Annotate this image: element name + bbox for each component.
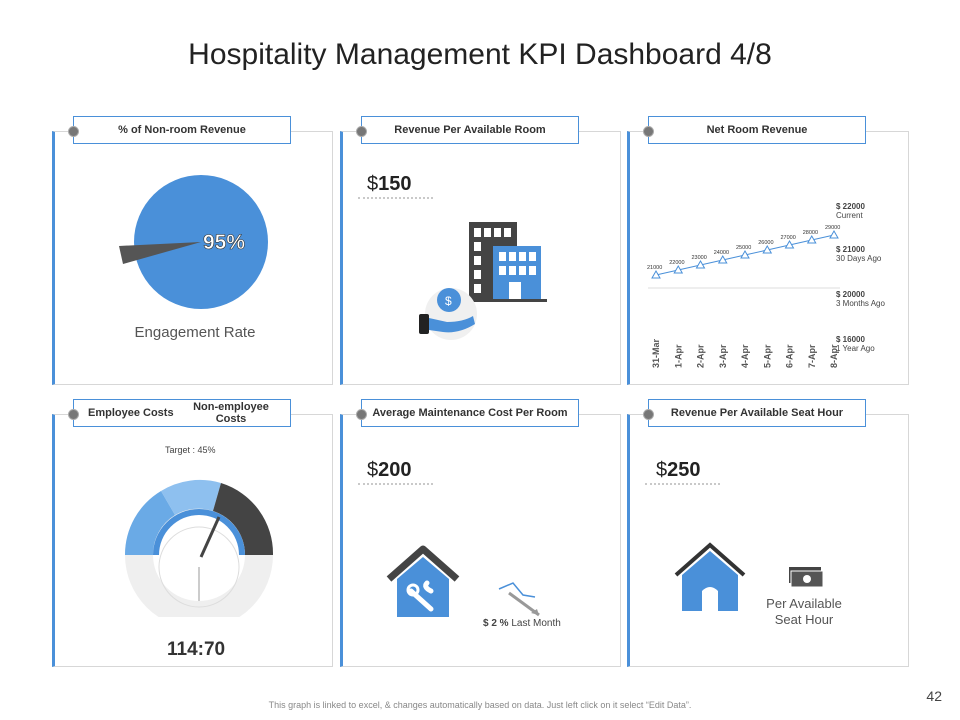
header-dot-icon (68, 409, 79, 420)
x-tick-label: 8-Apr (829, 344, 839, 368)
header-label: Net Room Revenue (706, 124, 808, 136)
x-tick-label: 4-Apr (740, 344, 750, 368)
legend-item: $ 21000 30 Days Ago (836, 245, 882, 263)
data-point (673, 264, 684, 274)
house-icon (674, 542, 746, 611)
data-point (651, 269, 661, 279)
house-wrench-icon (386, 545, 460, 617)
x-tick-label: 31-Mar (651, 338, 661, 368)
trend-line-icon (498, 582, 540, 617)
data-label: 23000 (692, 255, 707, 261)
value-underline (358, 483, 433, 485)
header-label: Average Maintenance Cost Per Room (372, 407, 568, 419)
header-label: Revenue Per Available Room (394, 124, 546, 136)
employee-costs-label: Employee Costs (88, 407, 174, 419)
header-label: Revenue Per Available Seat Hour (670, 407, 844, 419)
data-point (695, 259, 706, 269)
revpar-value: $150 (367, 173, 412, 195)
pie-percent-label: 95% (203, 231, 245, 254)
net-room-line-chart: 21000 31-Mar 22000 1-Apr 23000 2-Apr 24000 3-Ap… (647, 225, 840, 368)
panel-maintenance-cost: Average Maintenance Cost Per Room $200 $… (340, 399, 621, 667)
header-label: % of Non-room Revenue (118, 124, 246, 136)
maintenance-change: $ 2 % Last Month (483, 618, 561, 629)
panel-header: % of Non-room Revenue (68, 116, 291, 144)
x-tick-label: 3-Apr (718, 344, 728, 368)
data-label: 25000 (736, 245, 751, 251)
engagement-rate-label: Engagement Rate (134, 324, 256, 341)
header-dot-icon (643, 126, 654, 137)
header-dot-icon (356, 409, 367, 420)
data-point (740, 249, 750, 259)
target-label: Target : 45% (165, 445, 216, 455)
data-label: 29000 (825, 225, 840, 231)
panel-employee-costs: Employee Costs Non-employee Costs Target… (52, 399, 333, 667)
non-employee-costs-label: Non-employee Costs (193, 401, 269, 425)
x-tick-label: 2-Apr (696, 344, 706, 368)
panel-header: Revenue Per Available Room (356, 116, 579, 144)
data-label: 22000 (669, 260, 684, 266)
x-tick-label: 6-Apr (785, 344, 795, 368)
x-tick-label: 5-Apr (762, 344, 772, 368)
maintenance-value: $200 (367, 459, 412, 481)
data-label: 21000 (647, 265, 662, 271)
panel-non-room-revenue: % of Non-room Revenue 95% Engagement Rat… (52, 116, 333, 385)
data-point (806, 234, 817, 244)
data-label: 27000 (781, 235, 796, 241)
x-tick-label: 7-Apr (807, 344, 817, 368)
header-dot-icon (643, 409, 654, 420)
data-point (717, 254, 728, 264)
page-number: 42 (926, 688, 942, 704)
data-point (784, 239, 795, 249)
pie-chart: 95% (119, 175, 268, 309)
data-point (829, 229, 839, 239)
gauge-chart (124, 479, 274, 617)
data-label: 24000 (714, 250, 729, 256)
svg-text:$: $ (445, 294, 452, 308)
value-underline (645, 483, 720, 485)
ratio-value: 114:70 (167, 639, 226, 660)
data-point (762, 244, 773, 254)
panel-header: Revenue Per Available Seat Hour (643, 399, 866, 427)
panel-revpar: Revenue Per Available Room $150 $ (340, 116, 621, 385)
header-dot-icon (356, 126, 367, 137)
footer-note: This graph is linked to excel, & changes… (268, 700, 692, 710)
legend-item: $ 22000 Current (836, 202, 865, 220)
data-label: 26000 (758, 240, 773, 246)
value-underline (358, 197, 433, 199)
panel-header: Net Room Revenue (643, 116, 866, 144)
legend-item: $ 16000 1 Year Ago (836, 335, 875, 353)
seathour-value: $250 (656, 459, 701, 481)
header-dot-icon (68, 126, 79, 137)
hotel-building-icon (463, 222, 547, 302)
seat-hour-label: Per Available Seat Hour (766, 596, 842, 627)
coin-hand-icon: $ (419, 288, 477, 340)
pie-slice-small (119, 242, 201, 264)
panel-net-room-revenue: Net Room Revenue 21000 31-Mar 22000 1-Apr 23… (627, 116, 909, 385)
panel-header: Employee Costs Non-employee Costs (68, 399, 291, 427)
x-tick-label: 1-Apr (673, 344, 683, 368)
panel-header: Average Maintenance Cost Per Room (356, 399, 579, 427)
panel-seat-hour-revenue: Revenue Per Available Seat Hour $250 Per… (627, 399, 909, 667)
legend-item: $ 20000 3 Months Ago (836, 290, 885, 308)
money-stack-icon (789, 567, 824, 588)
data-label: 28000 (803, 230, 818, 236)
page-title: Hospitality Management KPI Dashboard 4/8 (188, 38, 772, 71)
